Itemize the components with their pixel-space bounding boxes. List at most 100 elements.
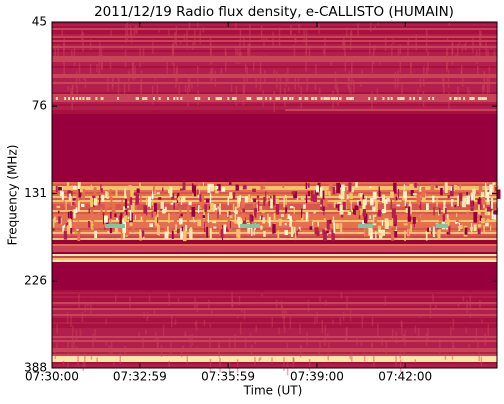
- spectrum-streak: [152, 39, 154, 55]
- spectrum-row: [52, 264, 497, 266]
- spectrum-streak: [70, 87, 72, 95]
- spectrum-streak: [263, 35, 265, 48]
- spectrum-burst: [175, 223, 177, 231]
- spectrum-streak: [276, 71, 278, 89]
- spectrum-streak: [283, 322, 285, 329]
- spectrum-row: [52, 68, 497, 70]
- spectrum-burst: [162, 187, 164, 192]
- spectrum-burst: [127, 205, 129, 208]
- spectrum-burst: [109, 204, 112, 207]
- spectrum-row: [52, 144, 497, 146]
- spectrum-row: [52, 290, 497, 292]
- spectrum-streak: [138, 331, 140, 337]
- spectrum-burst: [127, 216, 130, 220]
- spectrum-streak: [395, 353, 397, 367]
- spectrum-row: [52, 250, 497, 252]
- spectrum-burst: [205, 198, 210, 203]
- spectrum-streak: [482, 83, 484, 95]
- spectrum-dot: [207, 97, 210, 100]
- spectrum-burst: [260, 185, 264, 190]
- spectrum-row: [52, 254, 497, 256]
- spectrum-streak: [228, 361, 231, 373]
- spectrum-burst: [99, 195, 101, 205]
- spectrum-streak: [286, 361, 289, 376]
- spectrum-burst: [79, 188, 83, 193]
- spectrum-burst: [280, 213, 284, 217]
- spectrum-burst: [307, 183, 310, 188]
- spectrum-burst: [110, 196, 113, 204]
- spectrum-streak: [458, 41, 461, 46]
- spectrum-row: [52, 308, 497, 310]
- spectrum-streak: [414, 325, 417, 334]
- spectrum-streak: [456, 43, 459, 59]
- spectrum-burst: [309, 225, 313, 230]
- spectrum-row: [52, 304, 497, 306]
- spectrum-row: [52, 362, 497, 364]
- spectrum-dot: [95, 97, 98, 100]
- spectrum-burst: [322, 204, 325, 211]
- spectrum-row: [52, 294, 497, 296]
- spectrum-burst: [293, 217, 296, 222]
- spectrum-burst: [438, 218, 443, 222]
- spectrum-row: [52, 130, 497, 132]
- spectrum-burst: [228, 182, 232, 185]
- spectrum-burst: [77, 218, 79, 227]
- spectrum-row: [52, 54, 497, 56]
- spectrum-burst: [495, 187, 497, 191]
- spectrum-streak: [377, 22, 379, 26]
- spectrum-burst: [192, 185, 197, 197]
- spectrum-burst: [175, 202, 177, 207]
- spectrum-burst: [335, 223, 340, 230]
- spectrum-streak: [264, 56, 267, 61]
- spectrum-streak: [477, 342, 479, 350]
- spectrum-burst: [453, 205, 457, 208]
- spectrum-dot: [145, 97, 148, 100]
- spectrum-streak: [162, 324, 165, 339]
- spectrum-row: [52, 268, 497, 270]
- spectrum-streak: [101, 54, 103, 70]
- spectrum-streak: [434, 304, 437, 310]
- spectrum-burst: [401, 199, 405, 207]
- spectrum-streak: [395, 331, 398, 344]
- spectrum-burst: [188, 201, 192, 206]
- spectrum-streak: [145, 329, 147, 335]
- spectrum-burst: [101, 194, 105, 202]
- spectrum-streak: [457, 74, 459, 78]
- spectrum-streak: [432, 294, 434, 302]
- spectrum-burst: [105, 191, 107, 198]
- spectrum-burst: [373, 216, 375, 223]
- spectrum-burst: [329, 219, 332, 224]
- spectrum-burst: [436, 197, 438, 207]
- spectrum-dot: [484, 97, 487, 100]
- spectrum-streak: [173, 62, 175, 78]
- spectrum-burst: [275, 198, 279, 208]
- spectrum-streak: [82, 31, 84, 52]
- spectrum-burst: [201, 195, 205, 205]
- spectrum-burst: [94, 230, 98, 238]
- spectrum-row: [52, 78, 497, 80]
- spectrum-dot: [333, 97, 336, 100]
- spectrum-burst: [61, 191, 64, 201]
- spectrum-burst: [150, 203, 152, 209]
- spectrum-streak: [186, 353, 189, 364]
- spectrum-streak: [154, 76, 157, 80]
- spectrum-streak: [298, 23, 300, 34]
- spectrum-burst: [227, 210, 229, 218]
- spectrum-streak: [419, 314, 421, 318]
- spectrum-streak: [305, 51, 307, 72]
- spectrum-dot: [55, 97, 58, 100]
- x-tick-label: 07:32:59: [113, 370, 167, 384]
- spectrum-burst: [125, 230, 130, 236]
- spectrum-burst: [238, 207, 242, 213]
- y-tick-label: 76: [32, 99, 47, 113]
- spectrum-streak: [327, 352, 329, 361]
- spectrum-streak: [377, 323, 379, 338]
- spectrum-streak: [278, 327, 280, 335]
- spectrum-burst: [75, 207, 78, 213]
- spectrum-burst: [284, 223, 287, 226]
- spectrum-streak: [237, 314, 239, 319]
- spectrum-streak: [287, 67, 289, 85]
- spectrum-burst: [484, 212, 486, 222]
- spectrum-burst: [180, 213, 183, 217]
- spectrum-streak: [272, 31, 274, 49]
